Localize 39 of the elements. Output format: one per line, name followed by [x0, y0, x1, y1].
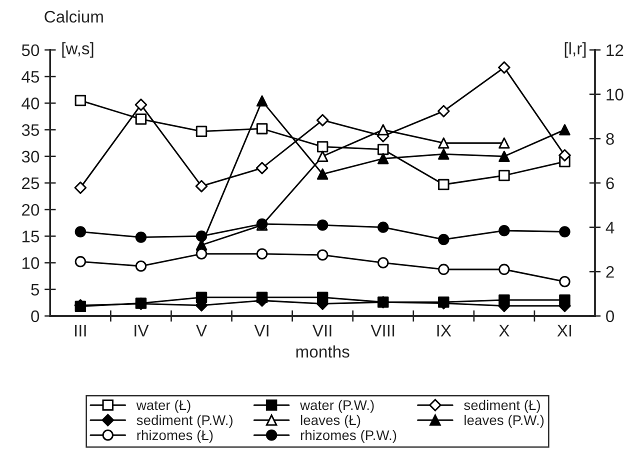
y-tick-label: 25: [22, 177, 40, 190]
y-tick-label: 50: [22, 44, 40, 56]
legend-label: leaves (P.W.): [464, 414, 544, 428]
y2-tick-label: 6: [606, 177, 614, 190]
y2-tick-label: 8: [606, 133, 614, 145]
y-tick-label: 20: [22, 204, 40, 216]
y-tick-label: 30: [22, 150, 40, 163]
chart-title: Calcium: [44, 10, 103, 23]
y2-tick-label: 0: [606, 310, 614, 322]
y-tick-label: 35: [22, 124, 40, 136]
legend-label: sediment (Ł): [464, 400, 540, 413]
legend-label: rhizomes (P.W.): [300, 430, 396, 443]
y2-tick-label: 2: [606, 266, 614, 278]
y-tick-label: 10: [22, 257, 40, 269]
y-axis-title: [w,s]: [62, 42, 94, 58]
x-tick-label: IV: [134, 324, 149, 336]
y-tick-label: 15: [22, 230, 40, 242]
y2-tick-label: 12: [606, 44, 624, 56]
x-tick-label: VIII: [370, 324, 394, 336]
x-tick-label: XI: [557, 324, 572, 336]
legend-label: water (P.W.): [300, 400, 374, 413]
x-tick-label: X: [499, 324, 510, 336]
y-tick-label: 45: [22, 71, 40, 83]
y-tick-label: 5: [31, 284, 40, 296]
x-tick-label: IX: [437, 324, 452, 336]
x-tick-label: VII: [312, 324, 332, 336]
x-tick-label: VI: [254, 324, 268, 336]
legend-label: water (Ł): [136, 400, 190, 413]
y-tick-label: 40: [22, 98, 40, 110]
legend-label: sediment (P.W.): [136, 414, 233, 428]
y2-tick-label: 10: [606, 88, 624, 100]
y2-tick-label: 4: [606, 222, 614, 234]
x-axis-title: months: [296, 345, 350, 358]
y2-axis-title: [l,r]: [564, 42, 586, 58]
legend-label: leaves (Ł): [300, 414, 360, 428]
x-tick-label: V: [196, 324, 207, 336]
legend-label: rhizomes (Ł): [137, 430, 213, 443]
x-tick-label: III: [75, 324, 86, 336]
y-tick-label: 0: [31, 310, 40, 322]
